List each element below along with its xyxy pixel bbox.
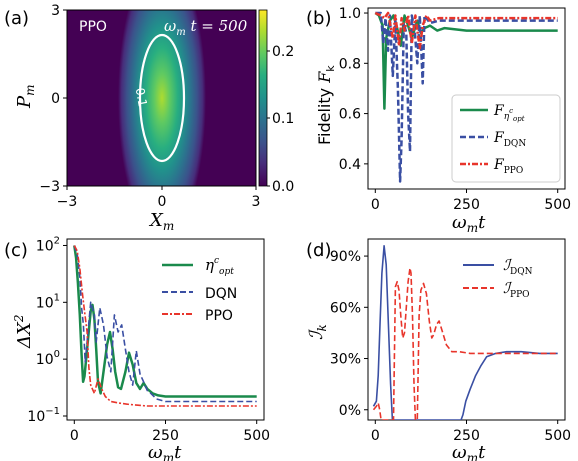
y-tick-label-2-2: 101 bbox=[36, 292, 60, 311]
series-line-1-2 bbox=[374, 11, 558, 50]
colorbar-tick-2: 0.2 bbox=[272, 44, 294, 60]
plot-c-xlabel: ωmt bbox=[148, 442, 182, 461]
legend-c-entry-2: PPO bbox=[205, 308, 233, 324]
x-tick-a-2: 3 bbox=[252, 194, 261, 210]
legend-c-entry-1: DQN bbox=[205, 286, 237, 302]
y-tick-label-3-2: 60% bbox=[330, 300, 361, 316]
y-tick-label-2-1: 100 bbox=[36, 349, 60, 368]
heatmap-x-ticks: −3 0 3 bbox=[57, 186, 261, 210]
panel-b-label: (b) bbox=[306, 8, 331, 29]
legend-c-entry-0: ηcopt bbox=[205, 256, 234, 277]
y-tick-label-2-3: 102 bbox=[36, 235, 60, 254]
contour-line-0-1 bbox=[138, 33, 186, 163]
series-line-2-1 bbox=[73, 245, 257, 403]
y-tick-a-2: −3 bbox=[39, 179, 60, 195]
y-tick-label-1-3: 1.0 bbox=[339, 6, 361, 22]
heatmap-ylabel: Pm bbox=[14, 84, 37, 109]
panel-a: (a) 0.1 PPO ωm t = 500 −3 0 3 3 0 −3 Xm … bbox=[4, 3, 294, 233]
heatmap-title-right: ωm t = 500 bbox=[164, 17, 248, 38]
colorbar-tick-0: 0.0 bbox=[272, 179, 294, 195]
y-tick-label-3-0: 0% bbox=[339, 403, 361, 419]
x-tick-label-2-0: 0 bbox=[70, 428, 79, 444]
x-tick-a-1: 0 bbox=[158, 194, 167, 210]
x-tick-label-2-1: 250 bbox=[152, 428, 179, 444]
plot-d-ylabel: ℐk bbox=[306, 324, 329, 340]
plot-d-xlabel: ωmt bbox=[452, 442, 486, 461]
series-line-1-1 bbox=[375, 11, 558, 183]
panel-c-label: (c) bbox=[4, 240, 28, 261]
x-tick-label-1-1: 250 bbox=[453, 197, 480, 213]
plot-b-ylabel: Fidelity Fk bbox=[315, 65, 337, 145]
legend-d: ℐDQN ℐPPO bbox=[463, 256, 533, 300]
heatmap-title-left: PPO bbox=[79, 19, 107, 35]
y-tick-label-1-0: 0.4 bbox=[339, 157, 361, 173]
plot-d-area: 0 250 500 0% 30% 60% 90% bbox=[330, 245, 571, 444]
colorbar-tick-1: 0.1 bbox=[272, 111, 294, 127]
y-tick-label-3-3: 90% bbox=[330, 249, 361, 265]
legend-b: Fηcopt FDQN FPPO bbox=[451, 94, 561, 183]
legend-d-entry-0: ℐDQN bbox=[503, 256, 533, 277]
heatmap-blob bbox=[118, 10, 206, 186]
panel-d-label: (d) bbox=[306, 240, 331, 261]
x-tick-label-3-1: 250 bbox=[453, 428, 480, 444]
y-tick-label-3-1: 30% bbox=[330, 352, 361, 368]
plot-b-area: 0 250 500 0.4 0.6 0.8 1.0 bbox=[339, 6, 571, 213]
heatmap-xlabel: Xm bbox=[148, 210, 174, 233]
x-tick-label-2-2: 500 bbox=[243, 428, 270, 444]
plot-c-area: 0 250 500 10−1 100 101 102 bbox=[27, 235, 270, 444]
panel-c: (c) 0 250 500 10−1 100 101 102 ηcopt DQN PPO ω… bbox=[4, 235, 270, 461]
x-tick-label-1-0: 0 bbox=[371, 197, 380, 213]
y-tick-label-2-0: 10−1 bbox=[27, 406, 60, 425]
plot-d-frame bbox=[367, 238, 566, 421]
y-tick-a-0: 3 bbox=[51, 3, 60, 19]
legend-d-entry-1: ℐPPO bbox=[503, 279, 530, 300]
panel-d: (d) 0 250 500 0% 30% 60% 90% ℐDQN ℐPPO ωmt ℐk bbox=[306, 238, 571, 461]
series-line-3-1 bbox=[372, 267, 558, 420]
x-tick-a-0: −3 bbox=[57, 194, 78, 210]
x-tick-label-3-0: 0 bbox=[371, 428, 380, 444]
series-line-2-0 bbox=[73, 245, 257, 398]
y-tick-label-1-2: 0.8 bbox=[339, 56, 361, 72]
contour-label: 0.1 bbox=[133, 87, 150, 108]
x-tick-label-1-2: 500 bbox=[544, 197, 571, 213]
plot-c-ylabel: ΔX2 bbox=[12, 315, 35, 349]
y-tick-label-1-1: 0.6 bbox=[339, 107, 361, 123]
plot-b-xlabel: ωmt bbox=[452, 212, 486, 235]
legend-c: ηcopt DQN PPO bbox=[162, 256, 237, 324]
heatmap-y-ticks: 3 0 −3 bbox=[39, 3, 67, 195]
series-line-3-0 bbox=[372, 245, 558, 420]
panel-b: (b) 0 250 500 0.4 0.6 0.8 1.0 Fηcopt FDQN FPPO… bbox=[306, 6, 571, 235]
colorbar-ticks: 0.0 0.1 0.2 bbox=[267, 44, 294, 195]
panel-a-label: (a) bbox=[4, 8, 29, 29]
series-line-2-2 bbox=[73, 245, 257, 407]
y-tick-a-1: 0 bbox=[51, 91, 60, 107]
colorbar bbox=[258, 9, 268, 187]
x-tick-label-3-2: 500 bbox=[544, 428, 571, 444]
